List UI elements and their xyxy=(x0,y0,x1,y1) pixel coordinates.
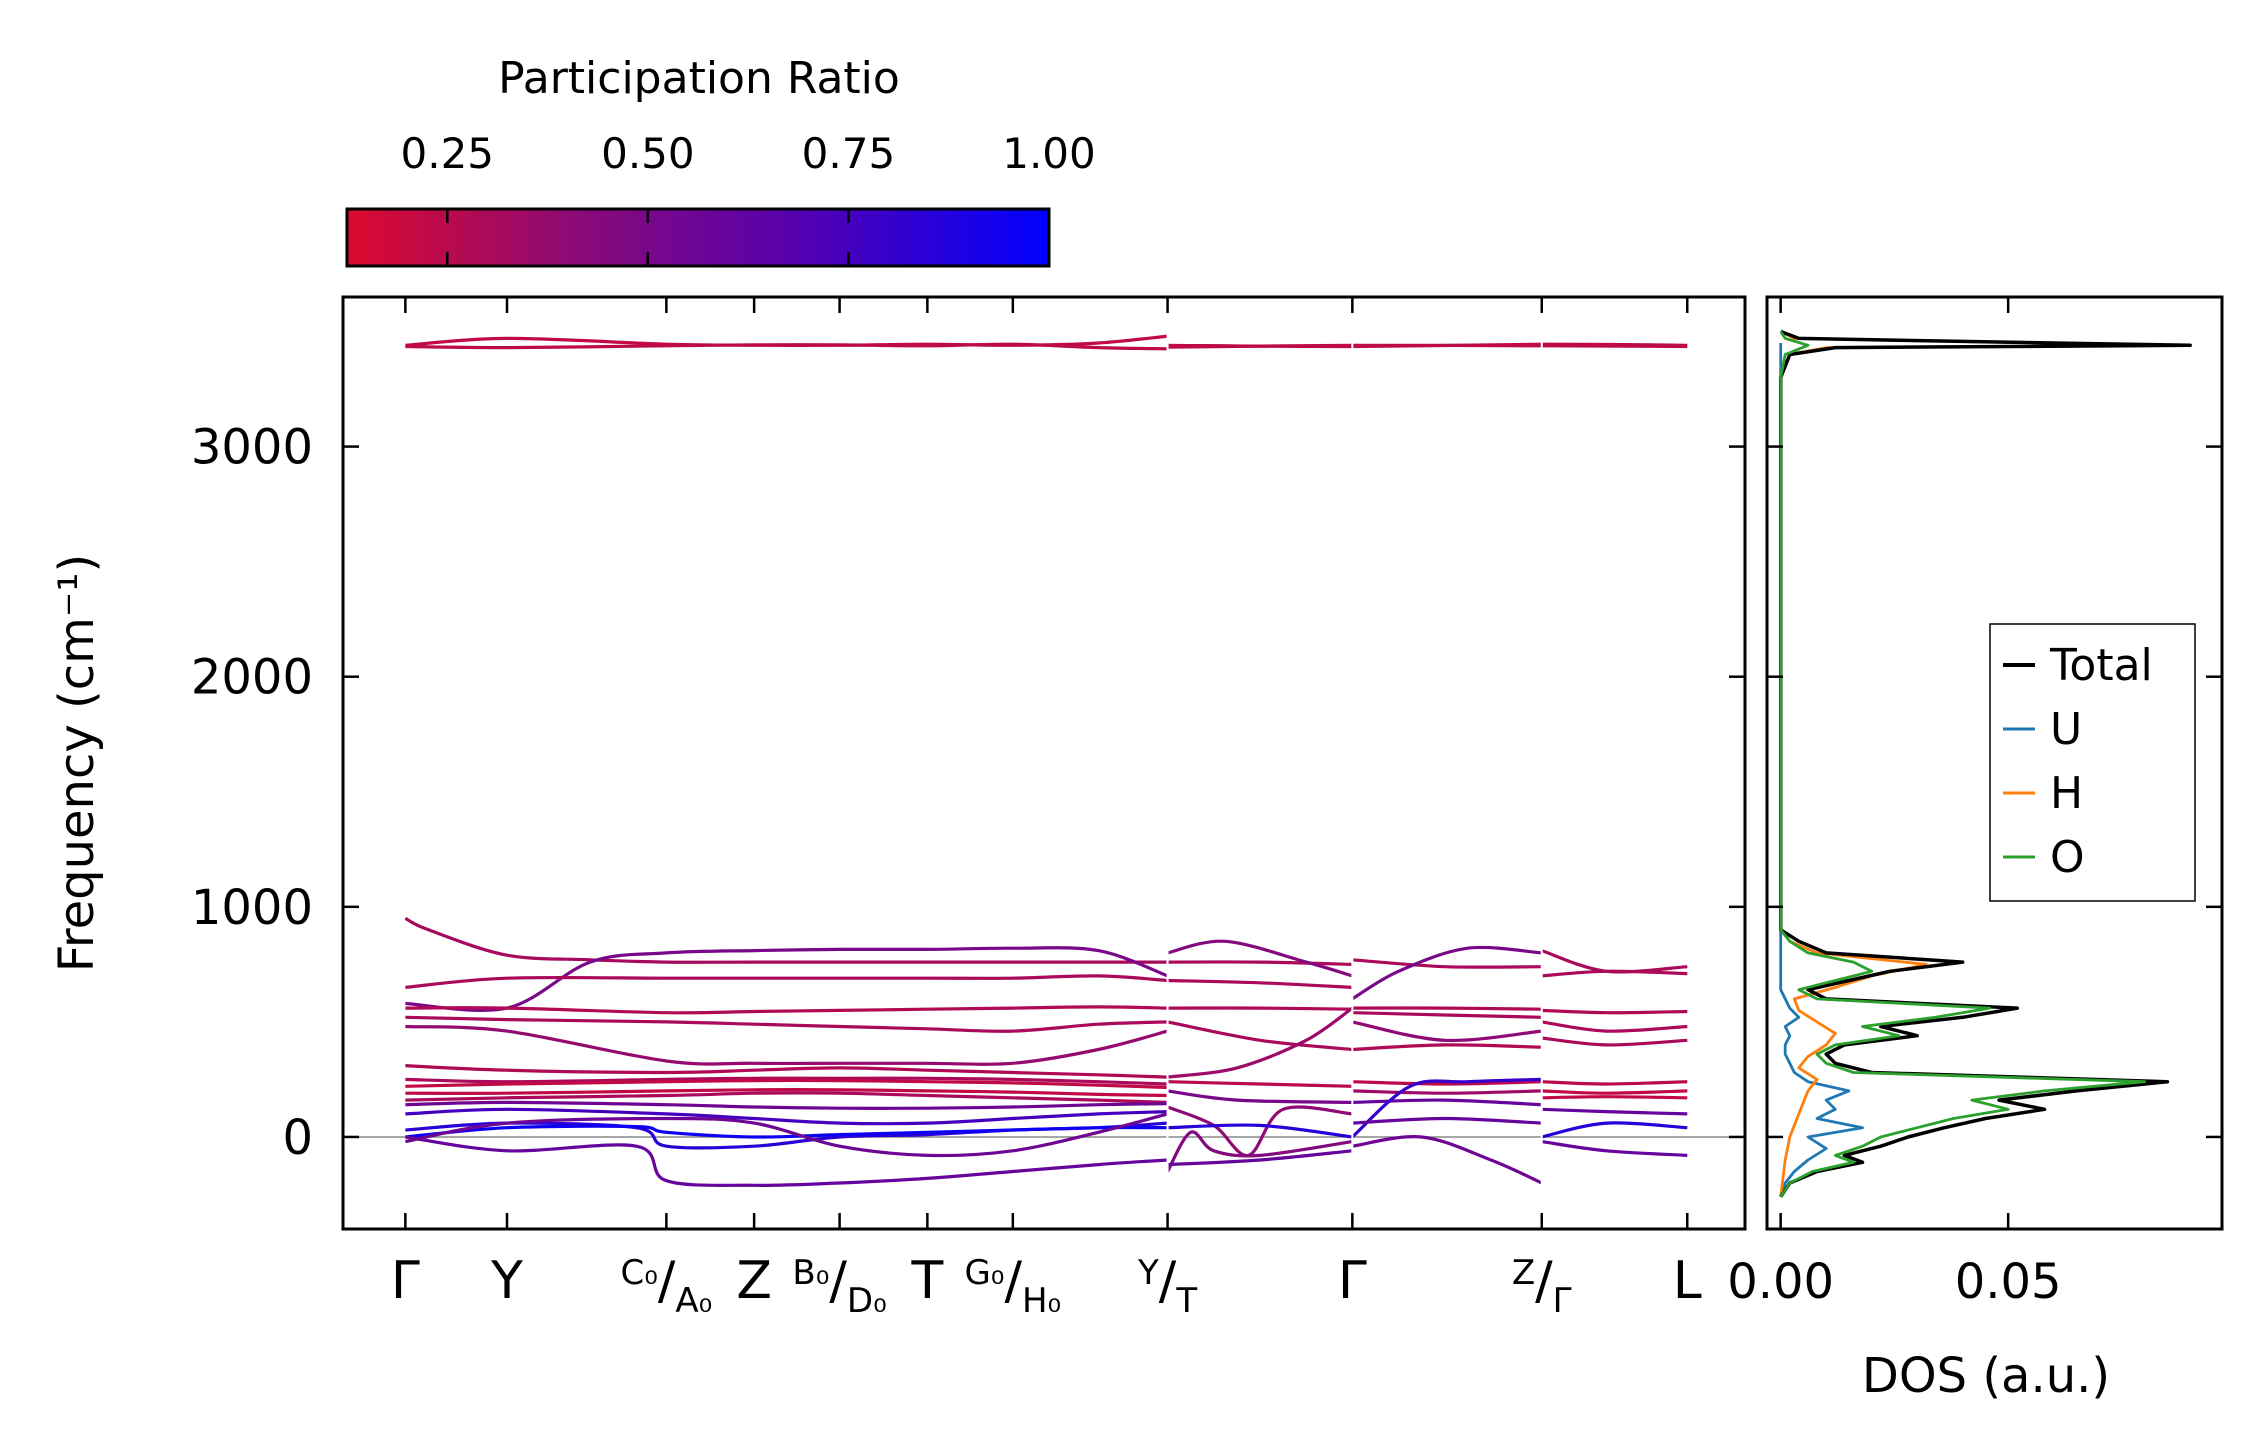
kpoint-label: Y xyxy=(490,1251,523,1311)
legend-entries: Total UHO xyxy=(2003,640,2153,883)
colorbar: Participation Ratio 0.25 0.50 0.75 1.00 xyxy=(345,53,1096,268)
phonon-band xyxy=(405,1064,1168,1079)
phonon-band xyxy=(1166,1130,1353,1173)
legend-label-total: Total xyxy=(2049,640,2153,691)
y-tick-label: 1000 xyxy=(191,880,313,936)
kpoint-label: Z/Γ xyxy=(1512,1251,1572,1321)
colorbar-tick-label: 0.25 xyxy=(401,129,495,178)
dos-series-u xyxy=(1779,343,1864,1198)
phonon-band xyxy=(405,1112,1169,1158)
colorbar-tick-label: 1.00 xyxy=(1002,129,1096,178)
phonon-band xyxy=(405,1107,1168,1126)
phonon-band xyxy=(1541,1008,1688,1015)
phonon-band xyxy=(1541,1095,1688,1100)
phonon-band xyxy=(1541,1020,1688,1033)
dos-panel: 0.00 0.05 DOS (a.u.) Total UHO xyxy=(1727,295,2224,1404)
dos-x-axis-label: DOS (a.u.) xyxy=(1862,1348,2110,1404)
phonon-band xyxy=(405,1091,1168,1104)
kpoint-label: Y/T xyxy=(1137,1251,1197,1321)
phonon-band xyxy=(405,1076,1168,1086)
phonon-band xyxy=(1352,1006,1542,1011)
phonon-band xyxy=(1541,1080,1688,1086)
phonon-band xyxy=(405,1015,1168,1033)
dos-series-o xyxy=(1779,330,2147,1198)
dos-legend: Total UHO xyxy=(1989,623,2196,902)
phonon-band xyxy=(1167,1123,1353,1139)
phonon-band xyxy=(1352,958,1542,969)
phonon-band xyxy=(404,916,1168,964)
phonon-band xyxy=(1541,1089,1688,1095)
y-tick-label: 2000 xyxy=(191,650,313,706)
phonon-band xyxy=(1541,1107,1688,1116)
kpoint-label: B₀/D₀ xyxy=(792,1251,886,1321)
kpoint-label: L xyxy=(1673,1251,1702,1311)
phonon-band xyxy=(405,1078,1168,1090)
band-structure-panel: 0 1000 2000 3000 Γ Y C₀/A₀ Z B₀/D₀ T G₀/H₀ Y/T Γ Z/Γ L… xyxy=(49,295,1747,1321)
dos-axis-ticks: 0.00 0.05 xyxy=(1727,297,2222,1310)
colorbar-gradient xyxy=(347,209,1049,266)
phonon-band xyxy=(1167,960,1353,966)
phonon-band xyxy=(1167,1089,1353,1104)
phonon-band xyxy=(1541,1140,1688,1157)
phonon-band xyxy=(405,1005,1168,1015)
phonon-band xyxy=(405,342,1168,351)
dos-x-tick-label: 0.05 xyxy=(1955,1254,2062,1310)
dos-x-tick-label: 0.00 xyxy=(1727,1254,1834,1310)
phonon-band xyxy=(1167,1149,1353,1167)
y-tick-label: 3000 xyxy=(191,420,313,476)
dos-plot-frame xyxy=(1765,295,2224,1231)
phonon-band xyxy=(1167,1080,1353,1088)
y-axis-label: Frequency (cm⁻¹) xyxy=(49,554,105,972)
kpoint-label: Γ xyxy=(391,1251,420,1311)
phonon-band xyxy=(1351,945,1542,1001)
colorbar-frame xyxy=(345,207,1051,268)
kpoint-label: G₀/H₀ xyxy=(964,1251,1061,1321)
kpoint-label: Z xyxy=(736,1251,772,1311)
legend-label-h: H xyxy=(2050,768,2083,819)
phonon-band xyxy=(1352,1098,1542,1107)
legend-label-o: O xyxy=(2050,832,2085,883)
phonon-band xyxy=(1352,1116,1542,1125)
kpoint-label: T xyxy=(910,1251,943,1311)
phonon-band xyxy=(1352,1080,1542,1086)
phonon-band xyxy=(405,1100,1168,1110)
colorbar-tick-label: 0.50 xyxy=(601,129,695,178)
phonon-band xyxy=(1541,1121,1688,1139)
phonon-band xyxy=(1351,1020,1542,1043)
band-plot-frame xyxy=(341,295,1747,1231)
phonon-band xyxy=(405,1088,1168,1098)
legend-label-u: U xyxy=(2050,704,2082,755)
phonon-band xyxy=(1352,1043,1542,1052)
phonon-band xyxy=(1167,343,1688,349)
legend-frame xyxy=(1989,623,2196,902)
phonon-band xyxy=(1167,1006,1353,1011)
colorbar-tick-label: 0.75 xyxy=(802,129,896,178)
phonon-band xyxy=(405,974,1168,989)
dos-lines xyxy=(1778,329,2192,1198)
phonon-band xyxy=(405,946,1169,1012)
phonon-band xyxy=(1167,939,1353,978)
phonon-band xyxy=(1541,1036,1688,1047)
phonon-band xyxy=(405,1135,1168,1187)
phonon-band xyxy=(405,1124,1168,1139)
phonon-band xyxy=(1167,978,1353,989)
kpoint-label: Γ xyxy=(1338,1251,1367,1311)
phonon-band xyxy=(405,1024,1169,1066)
kpoint-label: C₀/A₀ xyxy=(620,1251,712,1321)
phonon-band xyxy=(1352,1011,1542,1019)
phonon-band xyxy=(1541,969,1688,978)
phonon-band xyxy=(1352,1135,1543,1185)
y-tick-label: 0 xyxy=(282,1110,313,1166)
phonon-band xyxy=(1167,1006,1354,1079)
band-lines xyxy=(343,317,1745,1209)
band-axis-ticks: 0 1000 2000 3000 Γ Y C₀/A₀ Z B₀/D₀ T G₀/H₀ Y/T Γ Z/Γ L xyxy=(191,297,1745,1321)
colorbar-title: Participation Ratio xyxy=(498,53,900,104)
phonon-band xyxy=(1541,949,1688,974)
colorbar-ticks: 0.25 0.50 0.75 1.00 xyxy=(401,129,1096,266)
phonon-band xyxy=(1352,1089,1542,1095)
phonon-band xyxy=(1351,1077,1542,1139)
phonon-band xyxy=(1167,1020,1353,1052)
